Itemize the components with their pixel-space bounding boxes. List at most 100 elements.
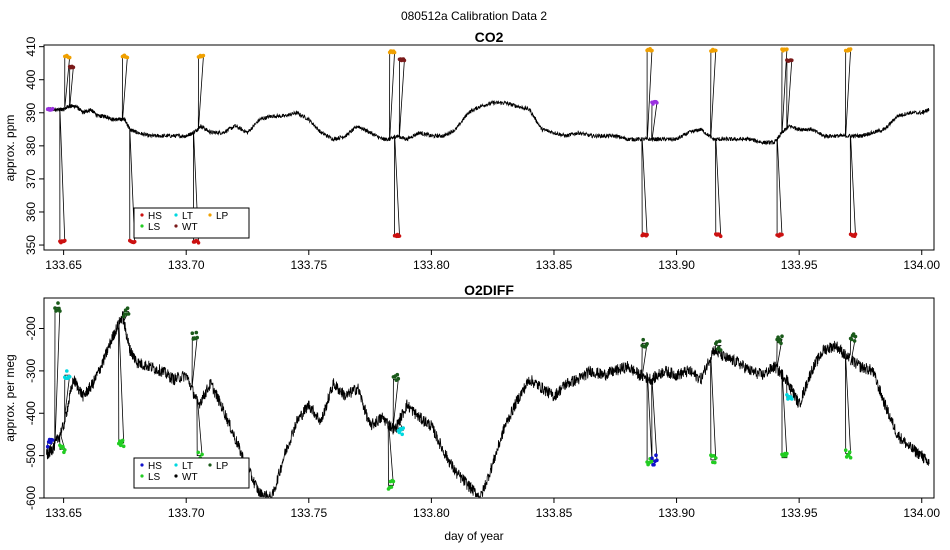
calibration-mark [392, 232, 402, 239]
legend-entry: HS [140, 211, 162, 222]
legend-swatch [174, 224, 178, 228]
calibration-mark [63, 53, 72, 60]
calibration-mark [645, 457, 654, 467]
calibration-mark [53, 301, 62, 313]
calibration-mark [128, 238, 137, 245]
legend-box [133, 457, 250, 489]
co2-y-axis-label: approx. ppm [3, 115, 17, 182]
calibration-mark [190, 330, 199, 341]
y-tick-label: 390 [24, 102, 38, 122]
calibration-mark [640, 337, 649, 349]
x-tick-label: 133.80 [413, 506, 450, 520]
co2-y-axis: 350 360 370 380 390 400 410 [24, 36, 44, 255]
x-tick-label: 133.65 [45, 506, 82, 520]
legend-box [133, 207, 250, 239]
y-tick-label: 350 [24, 235, 38, 255]
calibration-mark [848, 332, 858, 343]
legend-label: WT [182, 222, 198, 233]
calibration-mark [45, 106, 55, 112]
co2-data-layer [45, 47, 930, 245]
x-tick-label: 133.70 [168, 506, 205, 520]
o2diff-legend: HS LT LP LS WT [133, 457, 250, 489]
o2diff-panel-title: O2DIFF [464, 282, 514, 298]
co2-panel-title: CO2 [475, 29, 504, 45]
x-axis-label: day of year [444, 529, 503, 543]
x-tick-label: 133.85 [536, 258, 573, 272]
legend-entry: WT [174, 472, 198, 483]
calibration-mark [714, 232, 723, 239]
calibration-mark [387, 49, 397, 55]
calibration-mark [58, 443, 67, 455]
y-tick-label: -500 [24, 443, 38, 467]
legend-entry: LP [208, 211, 229, 222]
calibration-mark [843, 448, 853, 460]
y-tick-label: -200 [24, 316, 38, 340]
legend-entry: LS [140, 472, 161, 483]
y-tick-label: -600 [24, 486, 38, 510]
calibration-mark [120, 53, 130, 60]
legend-swatch [140, 213, 144, 217]
calibration-mark [709, 453, 718, 465]
calibration-mark [45, 437, 55, 449]
calibration-mark [848, 232, 858, 238]
legend-swatch [174, 213, 178, 217]
co2-plot-frame [43, 44, 935, 251]
y-tick-label: -300 [24, 359, 38, 383]
x-tick-label: 133.95 [781, 506, 818, 520]
legend-label: LS [148, 472, 161, 483]
legend-swatch [174, 463, 178, 467]
calibration-mark [785, 58, 794, 63]
o2diff-plot-frame [43, 297, 935, 499]
legend-entry: LP [208, 461, 229, 472]
y-tick-label: 410 [24, 36, 38, 56]
o2diff-y-axis-label: approx. per meg [3, 354, 17, 441]
x-tick-label: 133.95 [781, 258, 818, 272]
calibration-mark [645, 47, 654, 53]
y-tick-label: 360 [24, 202, 38, 222]
calibration-mark [391, 372, 401, 383]
o2diff-panel: O2DIFF -600 -500 -400 -300 -200 133.65 133.70… [3, 282, 940, 520]
calibration-mark [58, 238, 67, 245]
y-tick-label: 380 [24, 136, 38, 156]
figure-title: 080512a Calibration Data 2 [401, 9, 547, 23]
legend-label: LT [182, 211, 193, 222]
legend-entry: HS [140, 461, 162, 472]
calibration-mark [67, 64, 76, 70]
calibration-mark [386, 478, 396, 491]
calibration-mark [785, 393, 794, 401]
x-tick-label: 133.75 [290, 258, 327, 272]
legend-entry: LT [174, 211, 193, 222]
x-tick-label: 134.00 [903, 258, 940, 272]
legend-swatch [140, 463, 144, 467]
calibration-mark [650, 453, 659, 467]
x-tick-label: 133.65 [45, 258, 82, 272]
calibration-mark [196, 53, 206, 59]
x-tick-label: 133.75 [290, 506, 327, 520]
legend-label: LT [182, 461, 193, 472]
calibration-mark [775, 232, 784, 238]
calibration-mark [397, 57, 407, 63]
x-tick-label: 133.90 [658, 258, 695, 272]
legend-label: WT [182, 472, 198, 483]
calibration-mark [775, 334, 784, 346]
legend-swatch [208, 213, 212, 217]
series-trace [46, 49, 930, 243]
y-tick-label: -400 [24, 401, 38, 425]
legend-label: HS [148, 461, 162, 472]
calibration-mark [709, 47, 718, 53]
co2-x-axis: 133.65 133.70 133.75 133.80 133.85 133.90 133.… [45, 250, 940, 272]
calibration-mark [780, 451, 789, 458]
legend-entry: WT [174, 222, 198, 233]
calibration-mark [843, 47, 853, 53]
legend-label: LP [216, 211, 229, 222]
o2diff-y-axis: -600 -500 -400 -300 -200 [24, 316, 44, 510]
calibration-mark [780, 47, 789, 53]
x-tick-label: 133.90 [658, 506, 695, 520]
legend-swatch [174, 474, 178, 478]
calibration-mark [714, 339, 723, 352]
calibration-mark [191, 239, 201, 245]
calibration-mark [396, 426, 406, 437]
